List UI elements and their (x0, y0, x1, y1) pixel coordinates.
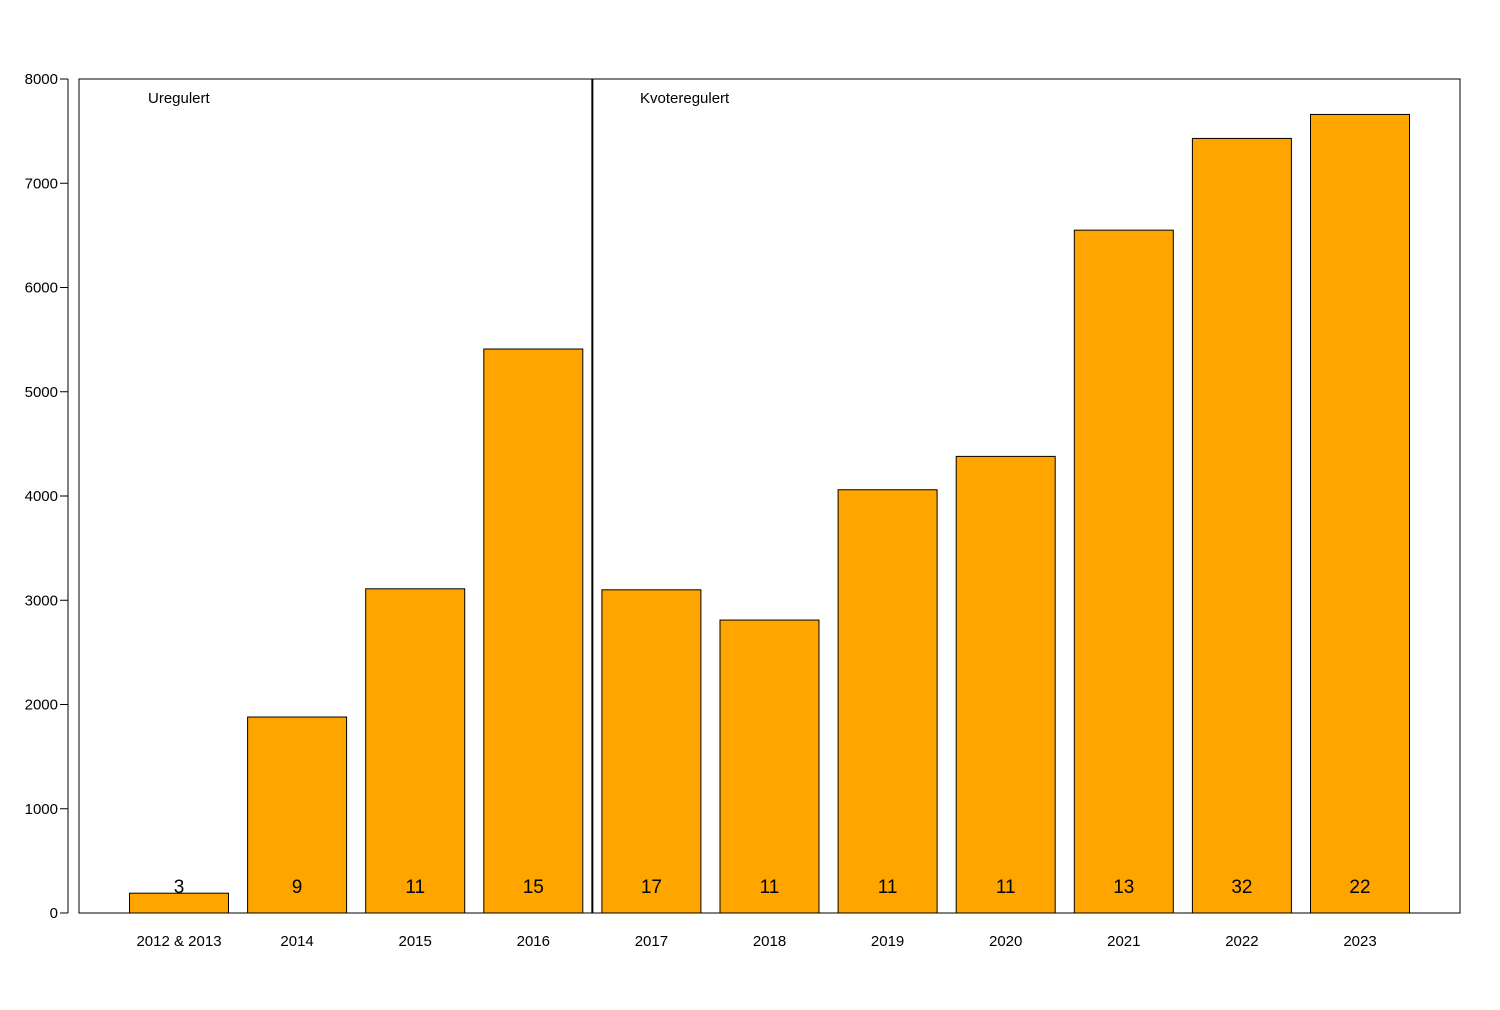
y-tick-label: 2000 (25, 697, 58, 714)
annotation-uregulert: Uregulert (148, 90, 211, 107)
bar-2016 (483, 348, 584, 914)
bar-2019 (837, 489, 938, 914)
x-tick-label: 2014 (280, 933, 313, 950)
x-tick-label: 2016 (517, 933, 550, 950)
bar-count-label: 17 (641, 877, 662, 898)
y-axis: 0 1000 2000 3000 4000 5000 6000 7000 8000 (25, 71, 69, 922)
bar-count-label: 22 (1349, 877, 1370, 898)
bar-count-label: 11 (405, 877, 425, 898)
y-tick-label: 6000 (25, 280, 58, 297)
x-tick-label: 2020 (989, 933, 1022, 950)
bar-count-label: 9 (292, 877, 303, 898)
y-tick-label: 5000 (25, 384, 58, 401)
bar-count-label: 15 (523, 877, 544, 898)
x-tick-label: 2021 (1107, 933, 1140, 950)
bar-2015 (365, 588, 466, 914)
bar-2014 (247, 716, 348, 914)
bars-group: 3 9 11 15 17 11 11 11 13 32 22 (129, 113, 1410, 914)
bar-2023 (1310, 113, 1410, 914)
bar-2017 (601, 589, 702, 914)
x-tick-label: 2023 (1343, 933, 1376, 950)
bar-2021 (1073, 229, 1174, 914)
x-axis: 2012 & 2013 2014 2015 2016 2017 2018 2019 2020 2… (136, 933, 1376, 950)
annotation-kvoteregulert: Kvoteregulert (640, 90, 730, 107)
bar-2020 (955, 455, 1056, 914)
bar-count-label: 13 (1113, 877, 1134, 898)
y-tick-label: 0 (50, 905, 58, 922)
y-tick-label: 1000 (25, 801, 58, 818)
bar-count-label: 3 (174, 877, 185, 898)
x-tick-label: 2018 (753, 933, 786, 950)
y-tick-label: 7000 (25, 175, 58, 192)
y-tick-label: 4000 (25, 488, 58, 505)
bar-count-label: 11 (996, 877, 1016, 898)
x-tick-label: 2012 & 2013 (136, 933, 221, 950)
bar-count-label: 11 (878, 877, 898, 898)
x-tick-label: 2017 (635, 933, 668, 950)
bar-count-label: 32 (1231, 877, 1252, 898)
y-tick-label: 8000 (25, 71, 58, 88)
x-tick-label: 2022 (1225, 933, 1258, 950)
bar-2022 (1191, 137, 1292, 914)
bar-2018 (719, 619, 820, 914)
bar-2012-2013 (129, 892, 229, 914)
bar-count-label: 11 (760, 877, 780, 898)
x-tick-label: 2015 (399, 933, 432, 950)
y-tick-label: 3000 (25, 592, 58, 609)
x-tick-label: 2019 (871, 933, 904, 950)
